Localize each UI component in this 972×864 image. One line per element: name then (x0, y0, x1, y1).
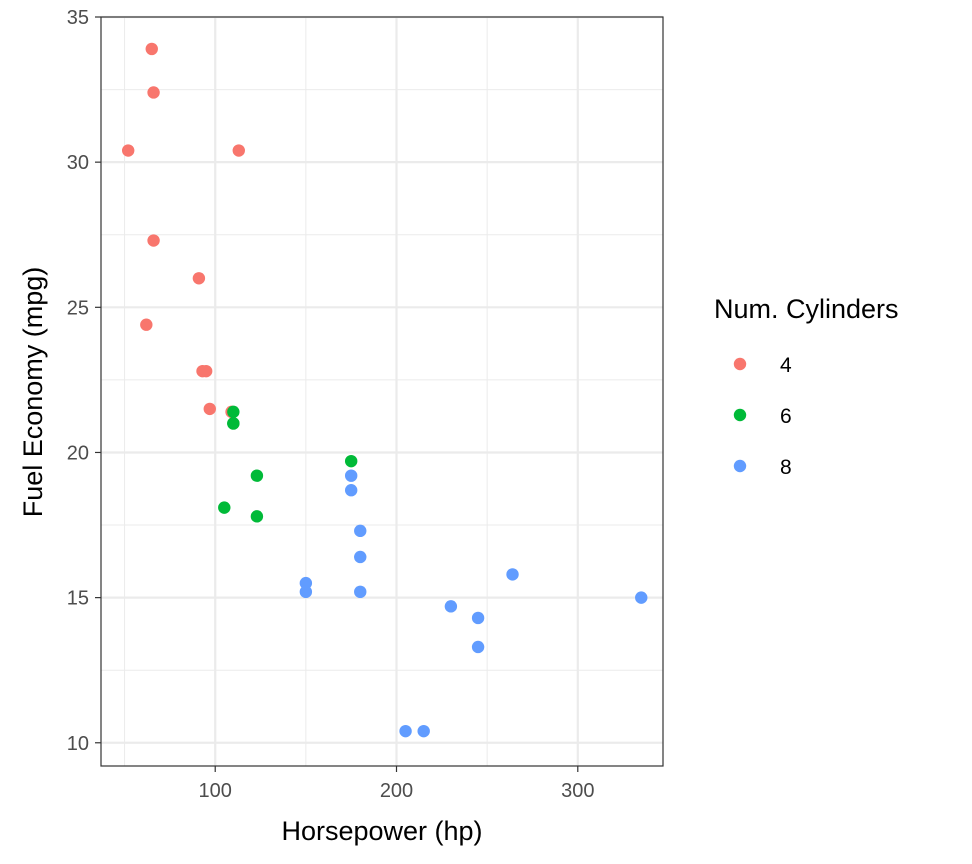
data-point-cyl-4 (147, 86, 160, 99)
x-tick-label: 200 (380, 780, 413, 802)
data-point-cyl-4 (121, 144, 135, 157)
data-point-cyl-8 (299, 585, 313, 599)
data-point-cyl-4 (147, 234, 160, 247)
data-point-cyl-6 (227, 405, 240, 419)
data-point-cyl-8 (354, 585, 367, 599)
data-point-cyl-4 (203, 402, 216, 416)
y-tick-label: 30 (67, 152, 89, 174)
panel-border (100, 16, 664, 767)
data-point-cyl-4 (192, 272, 206, 285)
y-axis-title: Fuel Economy (mpg) (18, 267, 48, 518)
data-point-cyl-4 (232, 144, 245, 157)
data-point-cyl-8 (506, 568, 519, 581)
data-point-cyl-8 (344, 469, 358, 482)
legend-label-4: 4 (780, 354, 792, 377)
data-point-cyl-4 (199, 364, 213, 378)
legend-key-4 (733, 357, 747, 371)
data-point-cyl-6 (218, 501, 231, 514)
data-point-cyl-8 (399, 724, 412, 738)
data-point-cyl-4 (145, 42, 158, 56)
data-point-cyl-8 (635, 591, 648, 604)
data-point-cyl-8 (344, 484, 358, 497)
data-point-cyl-8 (299, 576, 313, 590)
legend: Num. Cylinders 4 6 8 (714, 294, 899, 479)
x-tick-label: 100 (199, 780, 232, 802)
y-tick-label: 10 (67, 733, 89, 755)
legend-key-8 (733, 459, 747, 473)
data-point-cyl-8 (471, 611, 485, 625)
data-point-cyl-8 (354, 524, 367, 538)
data-point-cyl-6 (227, 417, 240, 430)
x-axis-title: Horsepower (hp) (281, 816, 482, 846)
data-point-cyl-8 (417, 724, 430, 738)
data-point-cyl-6 (250, 510, 264, 523)
data-point-cyl-8 (471, 640, 485, 654)
y-tick-label: 15 (67, 588, 89, 610)
x-tick-label: 300 (561, 780, 594, 802)
legend-title: Num. Cylinders (714, 294, 899, 324)
legend-key-6 (733, 408, 747, 422)
y-tick-label: 25 (67, 297, 89, 319)
data-point-cyl-8 (444, 600, 458, 613)
data-point-cyl-6 (250, 469, 264, 482)
data-point-cyl-4 (140, 318, 153, 331)
axes: 100 200 300 10 15 20 25 30 35 (67, 7, 664, 802)
legend-label-8: 8 (780, 456, 792, 479)
data-points (121, 42, 648, 738)
y-tick-label: 20 (67, 442, 89, 464)
data-point-cyl-8 (354, 550, 367, 564)
y-tick-label: 35 (67, 7, 89, 29)
legend-label-6: 6 (780, 405, 792, 428)
data-point-cyl-6 (344, 454, 358, 468)
